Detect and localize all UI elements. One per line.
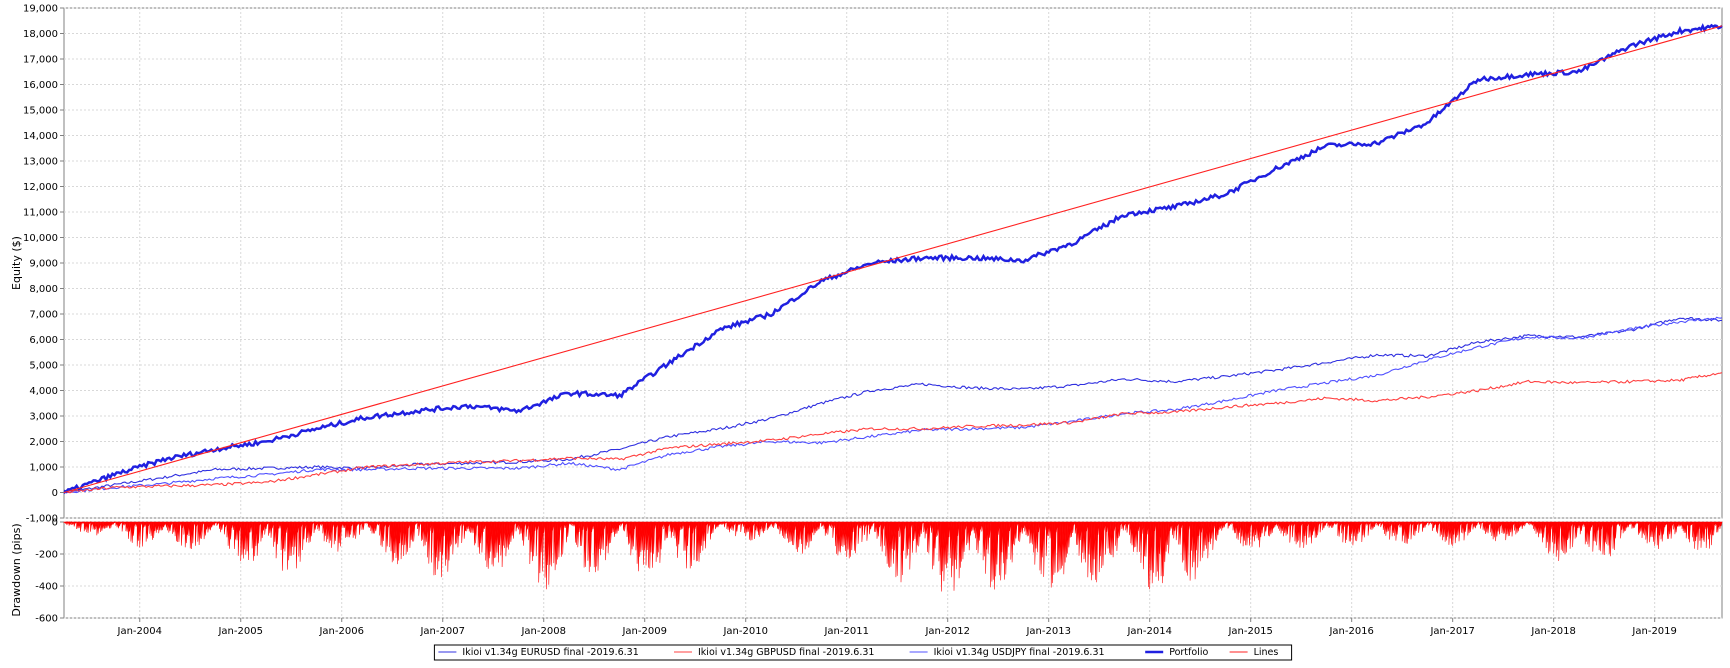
equity-y-tick-label: 6,000: [29, 335, 58, 346]
x-tick-label: Jan-2008: [520, 626, 565, 637]
x-tick-label: Jan-2013: [1025, 626, 1070, 637]
x-tick-label: Jan-2018: [1530, 626, 1575, 637]
drawdown-panel: -600 -400 -200 0 Drawdown (pips): [10, 518, 1723, 625]
series-line-lines: [63, 25, 1723, 494]
x-tick-label: Jan-2009: [621, 626, 666, 637]
series-line-usdjpy: [63, 316, 1723, 494]
legend-label: Ikioi v1.34g EURUSD final -2019.6.31: [462, 647, 638, 658]
drawdown-y-tick-label: -400: [35, 582, 58, 593]
equity-y-tick-label: 3,000: [29, 412, 58, 423]
x-tick-label: Jan-2012: [924, 626, 969, 637]
equity-y-tick-label: 19,000: [23, 4, 58, 15]
x-tick-label: Jan-2014: [1126, 626, 1171, 637]
equity-y-tick-label: 8,000: [29, 284, 58, 295]
legend-items: Ikioi v1.34g EURUSD final -2019.6.31 Ikio…: [438, 647, 1278, 658]
equity-axis-title: Equity ($): [10, 236, 23, 290]
drawdown-y-tick-labels: -600 -400 -200 0: [35, 518, 64, 625]
legend-box: [433, 644, 1293, 661]
equity-y-tick-label: 15,000: [23, 106, 58, 117]
equity-y-tick-label: 12,000: [23, 182, 58, 193]
equity-y-tick-label: 18,000: [23, 29, 58, 40]
equity-panel: -1,000 0 1,000 2,000 3,000 4,000 5,000 6,000 7,0…: [10, 4, 1723, 525]
legend-label: Lines: [1254, 647, 1279, 658]
drawdown-y-tick-label: -200: [35, 550, 58, 561]
drawdown-y-tick-label: 0: [52, 518, 58, 529]
equity-gridlines: [64, 7, 1722, 519]
drawdown-area: [63, 520, 1723, 592]
legend-label: Portfolio: [1169, 647, 1208, 658]
x-tick-labels: Jan-2004 Jan-2005 Jan-2006 Jan-2007 Jan-2008…: [117, 618, 1677, 637]
equity-y-tick-label: 7,000: [29, 310, 58, 321]
equity-y-tick-label: 11,000: [23, 208, 58, 219]
equity-y-tick-label: 16,000: [23, 80, 58, 91]
equity-y-tick-label: 14,000: [23, 131, 58, 142]
drawdown-axis-title: Drawdown (pips): [10, 523, 23, 616]
x-tick-label: Jan-2007: [419, 626, 464, 637]
x-tick-label: Jan-2011: [823, 626, 868, 637]
equity-y-tick-label: 5,000: [29, 361, 58, 372]
legend-label: Ikioi v1.34g GBPUSD final -2019.6.31: [698, 647, 874, 658]
x-tick-label: Jan-2016: [1328, 626, 1373, 637]
equity-y-tick-label: -1,000: [26, 514, 58, 525]
series-line-eurusd: [63, 317, 1723, 495]
x-tick-label: Jan-2006: [318, 626, 363, 637]
x-tick-label: Jan-2010: [722, 626, 767, 637]
series-line-gbpusd: [63, 372, 1723, 494]
x-tick-label: Jan-2019: [1631, 626, 1676, 637]
x-tick-label: Jan-2017: [1429, 626, 1474, 637]
legend-label: Ikioi v1.34g USDJPY final -2019.6.31: [934, 647, 1105, 658]
drawdown-y-tick-label: -600: [35, 614, 58, 625]
equity-y-tick-label: 17,000: [23, 55, 58, 66]
x-tick-label: Jan-2004: [117, 626, 162, 637]
drawdown-fill: [63, 520, 1723, 592]
equity-y-tick-label: 2,000: [29, 437, 58, 448]
equity-y-tick-label: 13,000: [23, 157, 58, 168]
equity-y-tick-labels: -1,000 0 1,000 2,000 3,000 4,000 5,000 6,000 7,0…: [23, 4, 64, 525]
equity-y-tick-label: 9,000: [29, 259, 58, 270]
equity-y-tick-label: 4,000: [29, 386, 58, 397]
chart-legend: Ikioi v1.34g EURUSD final -2019.6.31 Ikio…: [433, 644, 1293, 661]
x-tick-label: Jan-2015: [1227, 626, 1272, 637]
x-tick-label: Jan-2005: [217, 626, 262, 637]
equity-y-tick-label: 0: [52, 488, 58, 499]
equity-y-tick-label: 1,000: [29, 463, 58, 474]
equity-series-lines: [63, 23, 1723, 495]
equity-y-tick-label: 10,000: [23, 233, 58, 244]
